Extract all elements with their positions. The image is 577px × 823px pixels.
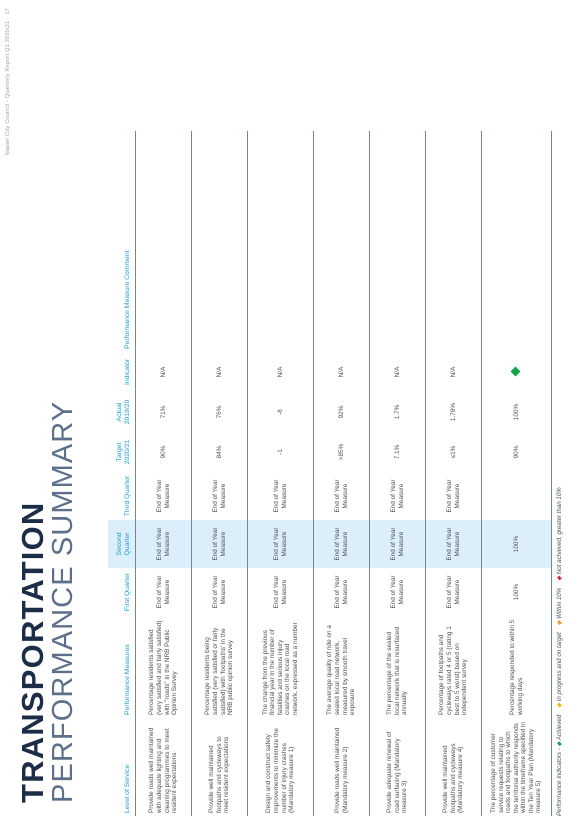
achieved-diamond-icon: [510, 367, 521, 377]
legend-achieved-icon: ◆: [556, 741, 563, 747]
cell-q2: End of Year Measure: [313, 520, 370, 568]
cell-comment: [191, 131, 248, 352]
legend-not-achieved: Not achieved, greater than 10%: [556, 487, 563, 575]
legend-in-progress-icon: ◆: [556, 703, 563, 708]
cell-target: >85%: [313, 432, 370, 472]
cell-q2: 100%: [481, 520, 552, 568]
cell-actual: 1.7%: [369, 392, 426, 432]
col-header-q3: Third Quarter: [124, 475, 131, 517]
cell-q3: End of Year Measure: [191, 472, 248, 520]
cell-level: Design and construct safety improvements…: [247, 718, 314, 816]
page-subtitle: PERFORMANCE SUMMARY: [47, 400, 79, 803]
cell-level: Provide well maintained footpaths and cy…: [425, 718, 482, 816]
cell-comment: [135, 131, 192, 352]
cell-q3: End of Year Measure: [135, 472, 192, 520]
cell-q2: End of Year Measure: [135, 520, 192, 568]
cell-target: -1: [247, 432, 314, 472]
legend-in-progress: In progress and on target: [556, 632, 563, 702]
performance-legend: Performance Indicators - ◆ Achieved ◆ In…: [556, 487, 563, 816]
page-number: 17: [5, 8, 11, 15]
legend-not-achieved-icon: ◆: [556, 575, 563, 581]
cell-measure: The average quality of ride on a sealed …: [313, 616, 370, 718]
col-header-actual: Actual 2019/20: [116, 399, 131, 425]
table-row: Design and construct safety improvements…: [247, 131, 314, 816]
cell-indicator: N/A: [425, 352, 482, 392]
cell-q1: End of Year Measure: [191, 568, 248, 616]
cell-comment: [247, 131, 314, 352]
cell-indicator: N/A: [247, 352, 314, 392]
cell-indicator: [481, 352, 552, 392]
cell-measure: The change from the previous financial y…: [247, 616, 314, 718]
cell-measure: Percentage residents satisfied (very sat…: [135, 616, 192, 718]
cell-indicator: N/A: [369, 352, 426, 392]
cell-target: 90%: [135, 432, 192, 472]
table-row: The percentage of customer service reque…: [481, 131, 552, 816]
cell-q1: End of Year Measure: [369, 568, 426, 616]
cell-q1: End of Year Measure: [135, 568, 192, 616]
table-row: Provide roads well maintained (Mandatory…: [313, 131, 370, 816]
cell-comment: [313, 131, 370, 352]
cell-measure: The percentage of the sealed local netwo…: [369, 616, 426, 718]
cell-actual: 71%: [135, 392, 192, 432]
cell-q1: End of Year Measure: [247, 568, 314, 616]
col-header-level: Level of Service: [124, 764, 131, 813]
cell-indicator: N/A: [135, 352, 192, 392]
cell-level: The percentage of customer service reque…: [481, 718, 552, 816]
cell-q2: End of Year Measure: [369, 520, 426, 568]
cell-q3: End of Year Measure: [369, 472, 426, 520]
col-header-target: Target 2020/21: [116, 439, 131, 465]
cell-q3: End of Year Measure: [425, 472, 482, 520]
cell-target: 84%: [191, 432, 248, 472]
cell-measure: Percentage responded to within 5 working…: [481, 616, 552, 718]
cell-level: Provide roads well maintained with adequ…: [135, 718, 192, 816]
legend-within-icon: ◆: [556, 620, 563, 626]
cell-measure: Percentage residents being satisfied (ve…: [191, 616, 248, 718]
legend-achieved: Achieved: [556, 714, 563, 741]
cell-indicator: N/A: [313, 352, 370, 392]
cell-q2: End of Year Measure: [191, 520, 248, 568]
table-row: Provide adequate renewal of road surfaci…: [369, 131, 426, 816]
cell-target: 90%: [481, 432, 552, 472]
cell-actual: -8: [247, 392, 314, 432]
legend-within: Within 10%: [556, 587, 563, 619]
cell-target: 7.1%: [369, 432, 426, 472]
running-header: Napier City Council - Quarterly Report Q…: [5, 8, 11, 155]
cell-q3: End of Year Measure: [247, 472, 314, 520]
cell-q1: End of Year Measure: [425, 568, 482, 616]
cell-q2: End of Year Measure: [425, 520, 482, 568]
cell-q3: End of Year Measure: [313, 472, 370, 520]
table-row: Provide well maintained footpaths and cy…: [191, 131, 248, 816]
legend-prefix: Performance Indicators -: [556, 748, 563, 816]
performance-table: Level of Service Performance Measures Fi…: [108, 131, 552, 816]
cell-indicator: N/A: [191, 352, 248, 392]
cell-actual: 92%: [313, 392, 370, 432]
cell-q2: End of Year Measure: [247, 520, 314, 568]
col-header-q1: First Quarter: [124, 572, 131, 612]
cell-actual: 76%: [191, 392, 248, 432]
cell-level: Provide roads well maintained (Mandatory…: [313, 718, 370, 816]
table-row: Provide well maintained footpaths and cy…: [425, 131, 482, 816]
cell-q3: [481, 472, 552, 520]
table-row: Provide roads well maintained with adequ…: [135, 131, 192, 816]
table-header-row: Level of Service Performance Measures Fi…: [108, 131, 136, 816]
cell-target: ≤1%: [425, 432, 482, 472]
cell-actual: 100%: [481, 392, 552, 432]
col-header-q2: Second Quarter: [108, 520, 136, 568]
col-header-measures: Performance Measures: [124, 644, 131, 715]
cell-q1: 100%: [481, 568, 552, 616]
cell-comment: [369, 131, 426, 352]
page-title: TRANSPORTATION: [15, 501, 50, 803]
cell-q1: End of Year Measure: [313, 568, 370, 616]
col-header-indicator: Indicator: [124, 358, 131, 386]
cell-actual: 1.78%: [425, 392, 482, 432]
cell-measure: Percentage of footpaths and cycleways ra…: [425, 616, 482, 718]
col-header-comment: Performance Measure Comment: [124, 250, 131, 349]
cell-comment: [481, 131, 552, 352]
cell-level: Provide well maintained footpaths and cy…: [191, 718, 248, 816]
cell-comment: [425, 131, 482, 352]
cell-level: Provide adequate renewal of road surfaci…: [369, 718, 426, 816]
running-header-text: Napier City Council - Quarterly Report Q…: [5, 20, 11, 156]
